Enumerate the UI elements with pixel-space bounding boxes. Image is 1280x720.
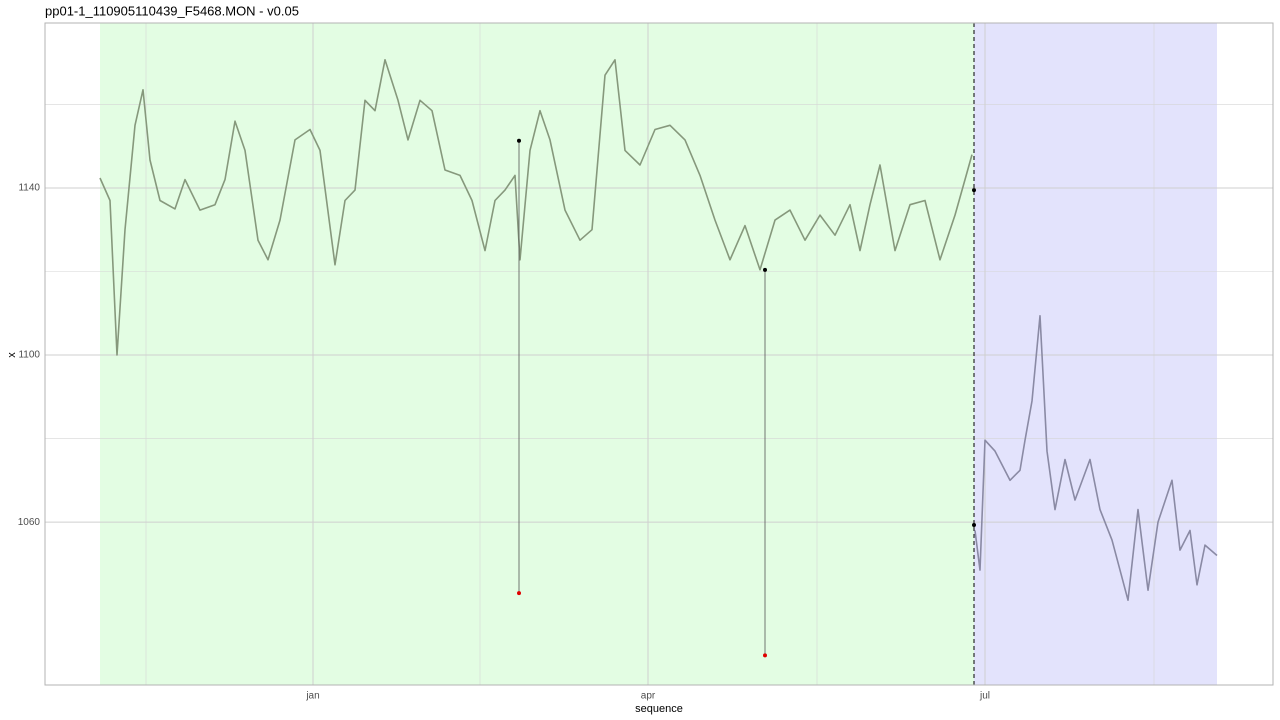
x-tick-label: apr <box>641 691 656 702</box>
x-axis-title: sequence <box>635 703 683 715</box>
chart-title: pp01-1_110905110439_F5468.MON - v0.05 <box>45 3 299 18</box>
event-end-point <box>517 591 521 596</box>
data-line <box>99 59 973 356</box>
plot-area <box>45 23 1273 685</box>
event-start-point <box>517 138 521 143</box>
panel-border <box>44 22 1274 686</box>
y-tick-label: 1060 <box>18 517 41 528</box>
boundary-point <box>972 188 976 193</box>
y-axis-title: x <box>6 352 18 358</box>
event-end-point <box>763 653 767 658</box>
x-tick-label: jan <box>305 691 319 702</box>
event-start-point <box>763 267 767 272</box>
region <box>100 23 974 685</box>
y-tick-label: 1140 <box>18 183 40 194</box>
y-tick-label: 1100 <box>18 350 40 361</box>
data-line <box>974 315 1218 601</box>
boundary-point <box>972 523 976 528</box>
x-tick-label: jul <box>979 691 990 702</box>
region <box>974 23 1217 685</box>
